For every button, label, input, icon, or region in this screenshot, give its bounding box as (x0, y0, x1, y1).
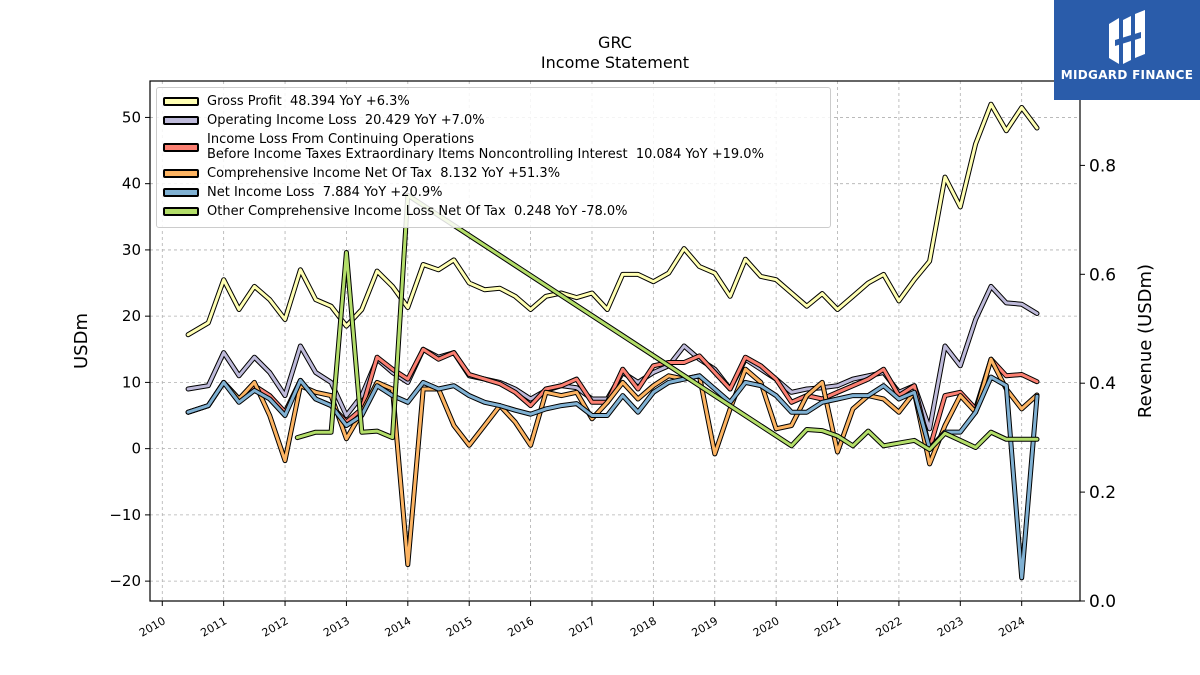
x-tick-label: 2016 (505, 614, 536, 639)
y-tick-label: −10 (109, 506, 141, 524)
y-tick-label: 0 (131, 440, 141, 458)
x-tick-label: 2014 (383, 614, 414, 639)
x-tick-label: 2024 (996, 614, 1027, 639)
legend-label: Comprehensive Income Net Of Tax 8.132 Yo… (207, 166, 561, 181)
x-tick-label: 2011 (198, 614, 229, 639)
legend-item: Operating Income Loss 20.429 YoY +7.0% (163, 113, 824, 128)
x-tick-label: 2018 (628, 614, 659, 639)
y-tick-label: 20 (122, 307, 141, 325)
series-line-6 (295, 193, 1039, 452)
y-tick-label: 10 (122, 373, 141, 391)
legend-label: Operating Income Loss 20.429 YoY +7.0% (207, 113, 485, 128)
legend-label: Net Income Loss 7.884 YoY +20.9% (207, 185, 443, 200)
x-tick-label: 2017 (567, 614, 598, 639)
legend-swatch (163, 97, 199, 106)
x-tick-label: 2021 (812, 614, 843, 639)
series-line-outline-5 (185, 373, 1040, 581)
logo-text: MIDGARD FINANCE (1060, 68, 1194, 82)
y2-tick-label: 0.6 (1089, 265, 1116, 285)
x-tick-label: 2013 (321, 614, 352, 639)
legend-item: Comprehensive Income Net Of Tax 8.132 Yo… (163, 166, 824, 181)
plot-frame (149, 80, 1081, 602)
legend-item: Gross Profit 48.394 YoY +6.3% (163, 94, 824, 109)
y-axis-label: USDm (71, 313, 92, 369)
x-tick-label: 2010 (137, 614, 168, 639)
legend-swatch (163, 116, 199, 125)
legend-item: Other Comprehensive Income Loss Net Of T… (163, 204, 824, 219)
y2-tick-label: 0.2 (1089, 483, 1116, 503)
series-line-1 (186, 102, 1039, 337)
chart-legend: Gross Profit 48.394 YoY +6.3% Operating I… (156, 87, 831, 228)
legend-label: Other Comprehensive Income Loss Net Of T… (207, 204, 628, 219)
x-tick-label: 2022 (874, 614, 905, 639)
y2-axis-label: Revenue (USDm) (1135, 264, 1156, 418)
legend-swatch (163, 142, 199, 152)
y2-tick-label: 0.4 (1089, 374, 1116, 394)
legend-swatch (163, 169, 199, 178)
y-tick-label: 30 (122, 241, 141, 259)
logo-mark-icon (1109, 10, 1145, 64)
legend-label: Gross Profit 48.394 YoY +6.3% (207, 94, 410, 109)
y-tick-label: 50 (122, 108, 141, 126)
legend-item: Net Income Loss 7.884 YoY +20.9% (163, 185, 824, 200)
y-tick-label: −20 (109, 572, 141, 590)
legend-swatch (163, 188, 199, 197)
legend-swatch (163, 207, 199, 216)
midgard-finance-logo: MIDGARD FINANCE (1054, 0, 1200, 100)
y-tick-label: 40 (122, 175, 141, 193)
legend-item: Income Loss From Continuing Operations B… (163, 132, 824, 162)
legend-label: Income Loss From Continuing Operations B… (207, 132, 764, 162)
y2-tick-label: 0.0 (1089, 592, 1116, 612)
x-tick-label: 2019 (690, 614, 721, 639)
x-tick-label: 2023 (935, 614, 966, 639)
x-tick-label: 2012 (260, 614, 291, 639)
chart-subtitle: Income Statement (540, 53, 690, 72)
x-tick-label: 2020 (751, 614, 782, 639)
x-tick-label: 2015 (444, 614, 475, 639)
y2-tick-label: 0.8 (1089, 156, 1116, 176)
chart-title: GRC (598, 33, 632, 52)
